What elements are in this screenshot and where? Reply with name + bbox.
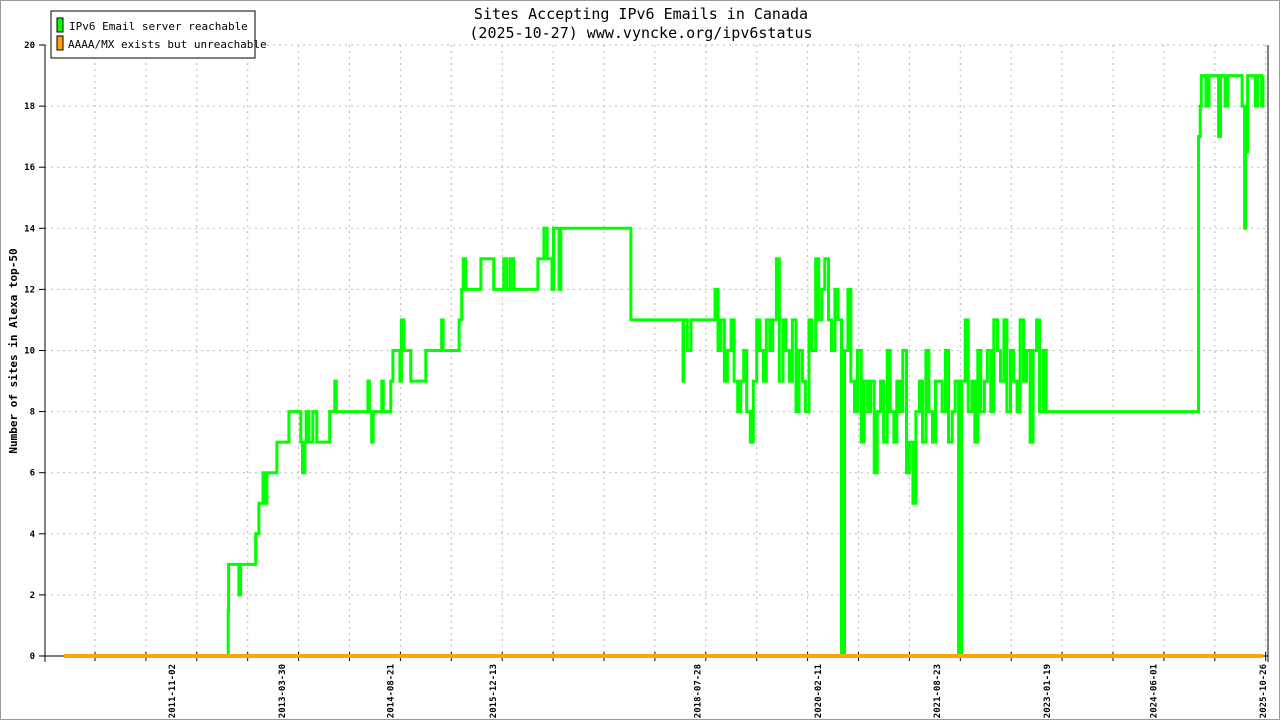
y-tick-label: 14 [24,224,35,234]
series-layer [64,74,1265,658]
y-axis-label: Number of sites in Alexa top-50 [7,248,20,453]
x-tick-label: 2011-11-02 [168,664,178,718]
axes: 0 2 4 6 8 10 12 14 16 18 20 2011-11-02 2013-03-30 201… [24,41,1269,718]
y-tick-label: 6 [30,469,35,479]
y-tick-label: 16 [24,163,35,173]
x-tick-label: 2020-02-11 [814,664,824,718]
y-tick-label: 8 [30,408,35,418]
y-tick-label: 18 [24,102,35,112]
y-tick-label: 12 [24,285,35,295]
legend-label-reachable: IPv6 Email server reachable [69,20,248,33]
legend: IPv6 Email server reachable AAAA/MX exis… [50,10,267,59]
chart-title: Sites Accepting IPv6 Emails in Canada [474,5,808,23]
x-tick-label: 2023-01-19 [1043,664,1053,718]
x-tick-label: 2015-12-13 [489,664,499,718]
y-tick-label: 10 [24,347,35,357]
x-tick-label: 2018-07-28 [694,664,704,718]
y-tick-label: 4 [30,530,36,540]
legend-swatch-reachable [56,17,64,33]
legend-box [50,10,256,59]
y-tick-label: 20 [24,41,35,51]
legend-swatch-unreachable [56,35,64,51]
x-tick-label: 2014-08-21 [387,664,397,718]
x-tick-label: 2021-08-23 [933,664,943,718]
chart-subtitle: (2025-10-27) www.vyncke.org/ipv6status [469,24,812,42]
x-tick-label: 2013-03-30 [278,664,288,718]
x-tick-label: 2025-10-26 [1259,664,1269,718]
series-line-reachable [226,74,1265,658]
y-tick-label: 0 [30,652,35,662]
x-tick-label: 2024-06-01 [1150,664,1160,718]
y-tick-label: 2 [30,591,35,601]
legend-label-unreachable: AAAA/MX exists but unreachable [68,38,267,51]
